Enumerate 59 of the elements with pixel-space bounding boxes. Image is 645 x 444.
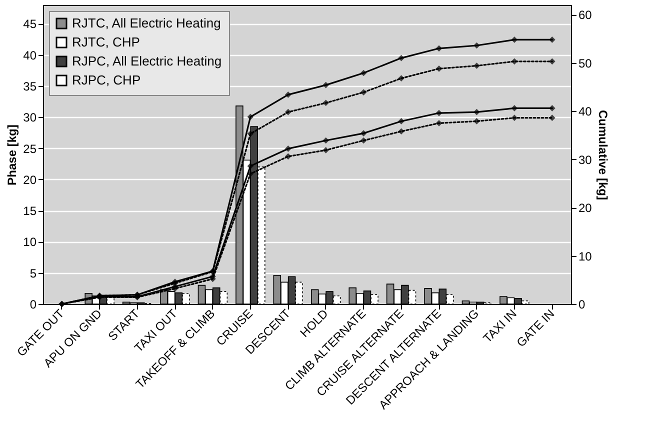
point [322, 147, 330, 154]
point [548, 36, 556, 43]
point [247, 130, 254, 137]
y-tick-label: 30 [23, 110, 37, 125]
point [247, 170, 254, 177]
y2-axis-title: Cumulative [kg] [596, 110, 610, 200]
point [436, 120, 442, 126]
point [360, 70, 367, 76]
point [398, 128, 404, 135]
point [247, 162, 254, 170]
point [284, 92, 292, 98]
point [398, 118, 404, 124]
point [511, 114, 518, 122]
y-tick-label: 5 [30, 266, 37, 280]
point [284, 108, 292, 116]
y2-tick-label: 10 [578, 249, 592, 264]
point [284, 146, 292, 152]
point [322, 82, 330, 88]
point [548, 105, 556, 112]
y-tick-label: 15 [23, 204, 37, 218]
y-tick-label: 0 [30, 298, 37, 312]
y-tick-label: 45 [23, 17, 37, 32]
point [511, 58, 518, 65]
y-axis-title: Phase [kg] [5, 124, 20, 186]
point [511, 36, 518, 43]
legend-label: RJPC, CHP [72, 72, 141, 88]
point [474, 118, 480, 124]
point [474, 42, 480, 49]
point [398, 54, 404, 62]
point [436, 65, 442, 72]
point [247, 114, 254, 120]
point [436, 110, 442, 116]
y-tick-label: 20 [23, 172, 37, 187]
y-tick-label: 25 [23, 142, 37, 156]
point [322, 100, 330, 106]
y2-tick-label: 20 [578, 201, 592, 216]
point [398, 75, 404, 82]
point [511, 105, 518, 112]
point [474, 108, 480, 116]
legend-label: RJPC, All Electric Heating [72, 54, 222, 68]
point [360, 130, 367, 136]
point [548, 58, 556, 65]
point [360, 137, 367, 144]
y2-tick-label: 0 [578, 298, 586, 312]
point [474, 62, 480, 69]
point [322, 137, 330, 144]
y2-tick-label: 40 [578, 104, 592, 119]
y2-tick-label: 60 [578, 8, 592, 22]
point [284, 153, 292, 160]
point [436, 45, 442, 52]
y2-tick-label: 50 [578, 56, 592, 70]
legend-label: RJTC, All Electric Heating [72, 16, 221, 30]
legend-label: RJTC, CHP [72, 34, 140, 50]
point [548, 114, 556, 122]
point [360, 89, 367, 96]
y-tick-label: 35 [23, 79, 37, 94]
y-tick-label: 10 [23, 235, 37, 250]
y-tick-label: 40 [23, 48, 37, 62]
y2-tick-label: 30 [578, 152, 592, 167]
